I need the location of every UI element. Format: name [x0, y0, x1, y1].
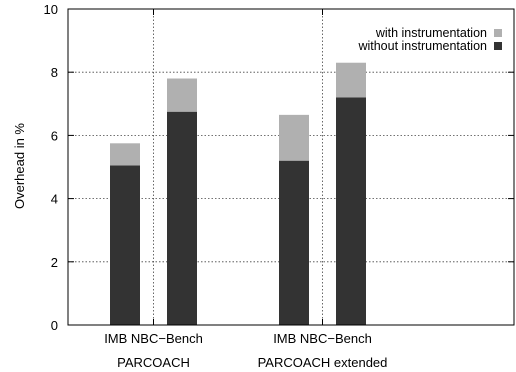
category-label: IMB NBC−Bench	[273, 331, 372, 346]
bars-layer	[110, 62, 366, 325]
bar-segment	[279, 160, 309, 325]
y-tick-label: 6	[51, 128, 58, 143]
bar-segment	[336, 62, 366, 98]
y-tick-label: 10	[44, 2, 58, 17]
legend-swatch	[494, 42, 502, 50]
bar-segment	[336, 97, 366, 325]
bar-segment	[167, 78, 197, 112]
legend-swatch	[494, 29, 502, 37]
bar-segment	[110, 143, 140, 166]
y-axis-title: Overhead in %	[12, 123, 27, 209]
bar-segment	[167, 111, 197, 325]
axis-layer	[67, 8, 515, 326]
grid-layer	[68, 9, 514, 325]
group-label: PARCOACH extended	[258, 355, 388, 370]
y-tick-label: 8	[51, 65, 58, 80]
bar-segment	[110, 165, 140, 325]
legend-label: without instrumentation	[357, 39, 487, 53]
legend-label: with instrumentation	[375, 26, 487, 40]
y-tick-label: 0	[51, 318, 58, 333]
plot-frame	[67, 8, 515, 326]
bar-segment	[279, 114, 309, 161]
category-label: IMB NBC−Bench	[104, 331, 203, 346]
labels-layer: 0 2 4 6 8 10 IMB NBC−Bench PARCOACH IMB NBC−Benc…	[44, 2, 388, 370]
y-tick-label: 4	[51, 192, 58, 207]
group-label: PARCOACH	[117, 355, 190, 370]
y-tick-label: 2	[51, 255, 58, 270]
